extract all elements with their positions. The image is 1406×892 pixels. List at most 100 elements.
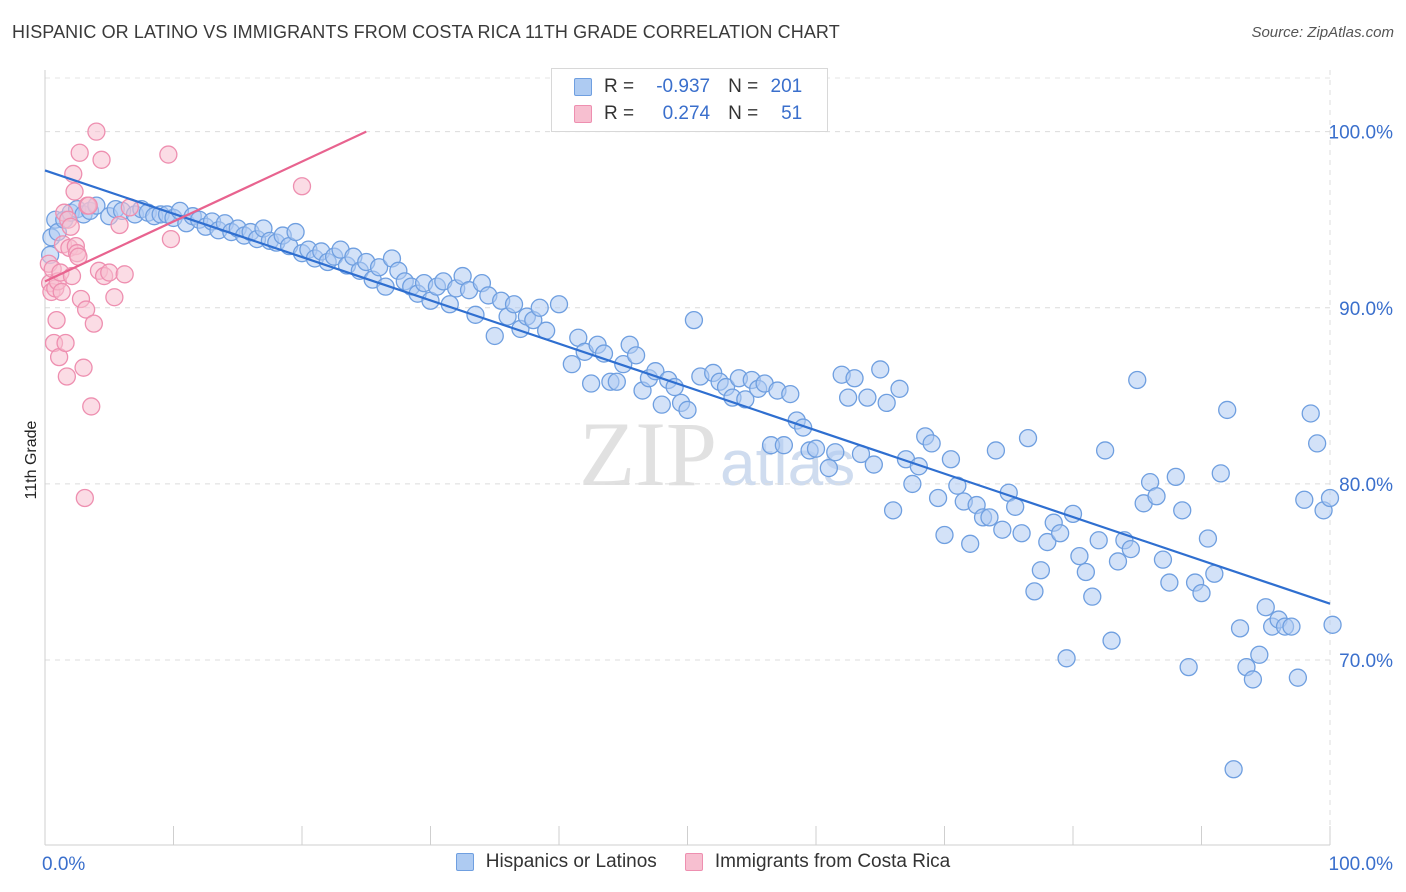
data-point-costa-rica (100, 263, 119, 282)
data-point-hispanics (1031, 561, 1051, 580)
data-point-hispanics (626, 346, 646, 365)
data-point-hispanics (376, 277, 395, 296)
data-point-hispanics (922, 434, 941, 453)
legend-item-costa-rica[interactable]: Immigrants from Costa Rica (684, 851, 950, 873)
stats-row-hispanics: R = -0.937 N = 201 (574, 75, 802, 99)
data-point-costa-rica (110, 215, 129, 235)
data-point-costa-rica (92, 150, 111, 169)
data-point-hispanics (909, 457, 928, 476)
data-point-hispanics (1243, 670, 1263, 689)
data-point-hispanics (1051, 524, 1070, 543)
data-point-costa-rica (161, 229, 181, 249)
data-point-hispanics (1095, 441, 1115, 460)
data-point-hispanics (1301, 404, 1320, 423)
data-point-hispanics (877, 393, 896, 413)
data-point-costa-rica (61, 217, 80, 236)
data-point-hispanics (1320, 488, 1340, 508)
data-point-hispanics (286, 222, 305, 242)
data-point-hispanics (890, 379, 909, 398)
data-point-hispanics (1128, 370, 1147, 390)
data-point-hispanics (1179, 657, 1198, 677)
data-point-costa-rica (87, 122, 106, 141)
data-point-hispanics (935, 525, 954, 545)
data-point-hispanics (1323, 615, 1342, 634)
data-point-hispanics (941, 450, 961, 469)
data-point-costa-rica (65, 182, 84, 201)
data-point-hispanics (485, 326, 504, 346)
trend-line-costa-rica (44, 130, 367, 283)
y-tick-label: 90.0% (1339, 299, 1393, 320)
stats-row-costa-rica: R = 0.274 N = 51 (574, 102, 802, 126)
blue-swatch-icon (574, 78, 592, 96)
data-point-costa-rica (84, 314, 103, 333)
data-point-hispanics (1102, 631, 1121, 650)
legend-item-hispanics[interactable]: Hispanics or Latinos (455, 851, 657, 873)
data-point-hispanics (1173, 501, 1192, 520)
data-point-hispanics (736, 390, 755, 409)
data-point-costa-rica (105, 288, 124, 307)
y-tick-label: 80.0% (1339, 475, 1393, 496)
data-point-costa-rica (76, 300, 96, 319)
data-point-hispanics (845, 369, 864, 388)
data-point-hispanics (1121, 539, 1140, 559)
data-point-hispanics (1012, 524, 1031, 543)
data-point-hispanics (1038, 532, 1057, 552)
trend-line-hispanics (44, 169, 1331, 605)
data-point-hispanics (562, 354, 581, 374)
data-point-costa-rica (79, 196, 98, 215)
n-value-hispanics: 201 (770, 76, 803, 97)
chart-title: HISPANIC OR LATINO VS IMMIGRANTS FROM CO… (12, 22, 840, 42)
series-hispanics-points (40, 196, 1342, 779)
legend-label-hispanics: Hispanics or Latinos (485, 851, 657, 872)
data-point-hispanics (781, 384, 800, 404)
r-label: R = (604, 103, 635, 124)
series-legend: Hispanics or Latinos Immigrants from Cos… (0, 851, 1406, 873)
data-point-hispanics (1282, 617, 1301, 636)
data-point-hispanics (614, 354, 633, 374)
data-point-hispanics (864, 455, 883, 474)
data-point-hispanics (903, 474, 922, 494)
data-point-hispanics (1211, 464, 1230, 483)
data-point-hispanics (986, 441, 1006, 460)
pink-swatch-icon (574, 105, 592, 123)
data-point-hispanics (883, 501, 903, 520)
data-point-hispanics (665, 377, 684, 397)
data-point-hispanics (980, 508, 999, 527)
data-point-hispanics (1160, 573, 1179, 592)
source-label: Source: ZipAtlas.com (1251, 24, 1394, 41)
data-point-hispanics (652, 395, 671, 414)
data-point-hispanics (806, 439, 826, 458)
data-point-costa-rica (74, 358, 93, 377)
trend-lines (44, 130, 1331, 605)
data-point-hispanics (678, 400, 697, 420)
stats-legend: R = -0.937 N = 201 R = 0.274 N = 51 (551, 68, 828, 132)
data-point-hispanics (1288, 668, 1308, 687)
data-point-hispanics (1250, 645, 1269, 664)
data-point-costa-rica (47, 310, 66, 330)
tick-labels: 70.0% 80.0% 90.0% 100.0% 0.0% 100.0% (42, 123, 1393, 875)
data-point-costa-rica (70, 143, 89, 162)
data-point-costa-rica (62, 266, 82, 286)
watermark-zip: ZIP (579, 403, 717, 505)
data-point-costa-rica (75, 488, 94, 508)
data-point-hispanics (1153, 550, 1173, 569)
data-point-hispanics (794, 418, 813, 437)
pink-swatch-icon (684, 853, 703, 871)
r-value-costa-rica: 0.274 (662, 103, 711, 124)
data-point-hispanics (369, 258, 389, 277)
y-tick-label: 100.0% (1329, 123, 1394, 144)
data-point-costa-rica (292, 177, 312, 196)
data-point-hispanics (838, 388, 858, 407)
data-point-hispanics (549, 295, 569, 314)
x-tick-label: 0.0% (42, 854, 85, 875)
data-point-hispanics (1198, 529, 1218, 548)
data-point-hispanics (1057, 649, 1076, 668)
r-label: R = (604, 76, 635, 97)
data-point-hispanics (819, 458, 838, 478)
data-point-hispanics (1089, 531, 1108, 550)
data-point-hispanics (581, 374, 601, 393)
data-point-hispanics (1083, 587, 1102, 606)
data-point-hispanics (684, 310, 704, 330)
n-label: N = (728, 103, 759, 124)
data-point-hispanics (1018, 428, 1038, 448)
